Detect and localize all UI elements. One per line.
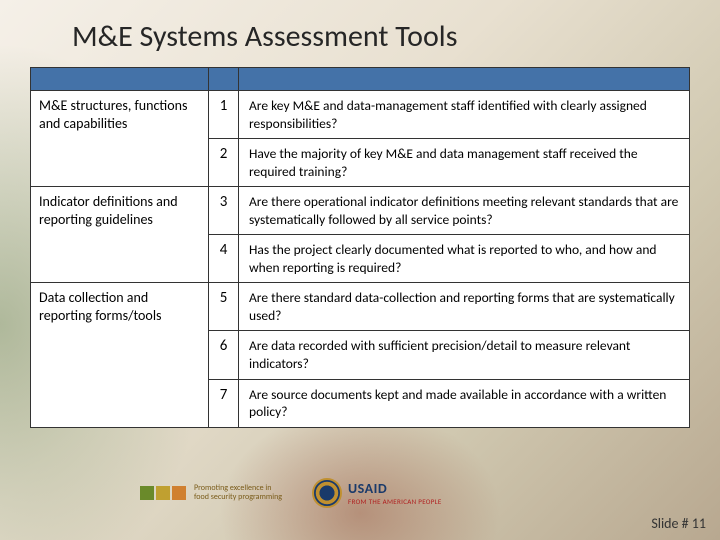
category-label: Data collection and reporting forms/tool… xyxy=(31,283,209,426)
question-number: 6 xyxy=(209,331,239,378)
usaid-tagline: FROM THE AMERICAN PEOPLE xyxy=(348,497,442,506)
question-number: 3 xyxy=(209,187,239,234)
slide-number: Slide # 11 xyxy=(651,515,706,532)
category-label: Indicator definitions and reporting guid… xyxy=(31,187,209,282)
logo-bar: Promoting excellence in food security pr… xyxy=(140,478,442,508)
question-number: 4 xyxy=(209,235,239,282)
question-text: Are key M&E and data-management staff id… xyxy=(239,91,689,138)
question-text: Are there standard data-collection and r… xyxy=(239,283,689,330)
question-number: 1 xyxy=(209,91,239,138)
question-text: Are there operational indicator definiti… xyxy=(239,187,689,234)
usaid-seal-icon xyxy=(312,478,342,508)
tops-logo: Promoting excellence in food security pr… xyxy=(140,484,282,502)
tops-mark-icon xyxy=(140,486,186,500)
question-text: Are data recorded with sufficient precis… xyxy=(239,331,689,378)
question-text: Has the project clearly documented what … xyxy=(239,235,689,282)
table-row: Data collection and reporting forms/tool… xyxy=(31,282,689,426)
usaid-name: USAID xyxy=(348,480,442,497)
tops-tagline: food security programming xyxy=(194,493,282,502)
assessment-table: M&E structures, functions and capabiliti… xyxy=(30,91,690,428)
question-text: Have the majority of key M&E and data ma… xyxy=(239,139,689,186)
table-row: M&E structures, functions and capabiliti… xyxy=(31,91,689,186)
table-header-bar xyxy=(30,67,690,91)
question-number: 2 xyxy=(209,139,239,186)
table-row: Indicator definitions and reporting guid… xyxy=(31,186,689,282)
question-number: 5 xyxy=(209,283,239,330)
category-label: M&E structures, functions and capabiliti… xyxy=(31,91,209,186)
usaid-logo: USAID FROM THE AMERICAN PEOPLE xyxy=(312,478,442,508)
question-text: Are source documents kept and made avail… xyxy=(239,380,689,427)
slide-title: M&E Systems Assessment Tools xyxy=(0,0,720,63)
question-number: 7 xyxy=(209,380,239,427)
